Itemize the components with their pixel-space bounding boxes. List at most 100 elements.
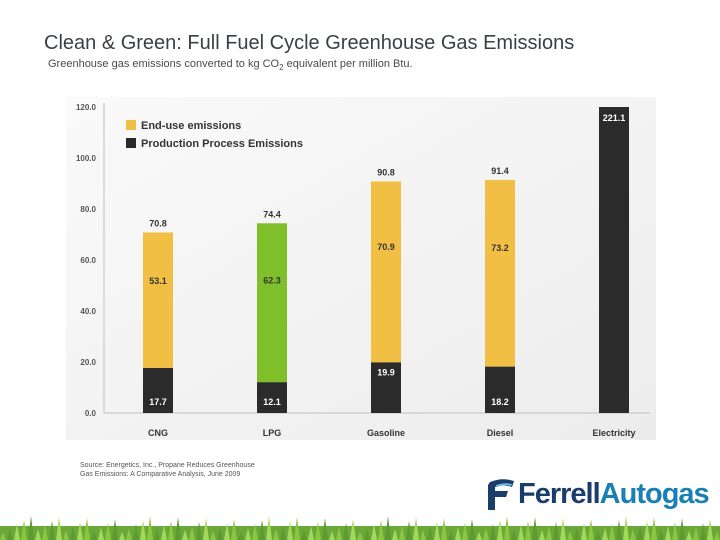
grass-blade — [357, 532, 363, 540]
total-label: 90.8 — [377, 167, 395, 177]
subtitle-tail: equivalent per million Btu. — [283, 58, 413, 70]
logo-mark-icon — [488, 479, 514, 510]
legend-label: End-use emissions — [141, 120, 241, 132]
grass-blade — [644, 521, 650, 540]
grass-blade — [707, 519, 713, 540]
legend-swatch — [126, 138, 136, 148]
grass-blade — [203, 518, 209, 540]
grass-blade — [637, 525, 643, 540]
grass-blade — [616, 520, 622, 540]
y-tick-label: 100.0 — [76, 154, 97, 163]
grass-blade — [133, 524, 139, 540]
grass-blade — [14, 524, 20, 540]
x-category-label: Gasoline — [367, 428, 405, 438]
grass-blade — [259, 520, 265, 540]
grass-blade — [504, 516, 510, 540]
grass-blade — [448, 531, 454, 540]
grass-blade — [217, 527, 223, 540]
page-title: Clean & Green: Full Fuel Cycle Greenhous… — [44, 32, 575, 54]
bar-end-use-gasoline — [371, 181, 401, 363]
x-category-label: CNG — [148, 428, 168, 438]
grass-blade — [686, 531, 692, 540]
y-tick-label: 80.0 — [80, 205, 96, 214]
grass-blade — [287, 521, 293, 540]
bar-end-use-diesel — [485, 179, 515, 367]
grass-blade — [84, 518, 90, 540]
grass-blade — [266, 516, 272, 540]
grass-blade — [77, 522, 83, 540]
grass-blade — [70, 526, 76, 540]
grass-blade — [371, 524, 377, 540]
production-label: 18.2 — [491, 397, 509, 407]
grass-blade — [119, 532, 125, 540]
grass-blade — [700, 523, 706, 540]
production-label: 12.1 — [263, 397, 281, 407]
grass-blade — [385, 516, 391, 540]
total-label: 221.1 — [603, 113, 626, 123]
grass-blade — [231, 519, 237, 540]
x-category-label: LPG — [263, 428, 282, 438]
grass-blade — [595, 532, 601, 540]
grass-blade — [273, 529, 279, 540]
grass-blade — [406, 521, 412, 540]
grass-blade — [252, 524, 258, 540]
grass-blade — [490, 524, 496, 540]
grass-blade — [525, 521, 531, 540]
grass-blade — [161, 525, 167, 540]
total-label: 70.8 — [149, 218, 167, 228]
grass-blade — [392, 529, 398, 540]
grass-blade — [294, 517, 300, 540]
grass-blade — [280, 525, 286, 540]
x-category-label: Diesel — [487, 428, 514, 438]
subtitle-subscript: 2 — [279, 63, 284, 73]
grass-blade — [364, 528, 370, 540]
subtitle-main: Greenhouse gas emissions converted to kg… — [48, 58, 280, 70]
grass-blade — [455, 527, 461, 540]
grass-blade — [210, 531, 216, 540]
grass-blade — [434, 522, 440, 540]
grass-blade — [147, 516, 153, 540]
grass-blade — [315, 522, 321, 540]
grass-blade — [581, 523, 587, 540]
grass-blade — [98, 527, 104, 540]
bar-production-diesel — [485, 366, 515, 413]
grass-blade — [189, 526, 195, 540]
grass-blade — [42, 525, 48, 540]
grass-blade — [329, 531, 335, 540]
grass-blade — [322, 518, 328, 540]
grass-blade — [679, 518, 685, 540]
bar-end-use-lpg — [257, 223, 287, 383]
grass-blade — [483, 528, 489, 540]
grass-blade — [693, 527, 699, 540]
grass-blade — [546, 526, 552, 540]
grass-blade — [588, 519, 594, 540]
grass-blade — [63, 530, 69, 540]
end-use-label: 53.1 — [149, 276, 167, 286]
grass-blade — [560, 518, 566, 540]
grass-blade — [154, 529, 160, 540]
grass-blade — [651, 517, 657, 540]
grass-blade — [427, 526, 433, 540]
end-use-label: 73.2 — [491, 243, 509, 253]
grass-blade — [21, 520, 27, 540]
grass-blade — [518, 525, 524, 540]
grass-blade — [336, 527, 342, 540]
grass-blade — [714, 532, 720, 540]
grass-blade — [378, 520, 384, 540]
grass-blade — [665, 526, 671, 540]
bar-production-gasoline — [371, 362, 401, 413]
grass-blade — [350, 519, 356, 540]
y-tick-label: 0.0 — [85, 409, 97, 418]
end-use-label: 70.9 — [377, 242, 395, 252]
grass-blade — [112, 519, 118, 540]
grass-blade — [224, 523, 230, 540]
grass-blade — [567, 531, 573, 540]
grass-blade — [539, 530, 545, 540]
grass-blade — [609, 524, 615, 540]
grass-blade — [238, 532, 244, 540]
grass-blade — [623, 516, 629, 540]
total-label: 74.4 — [263, 209, 281, 219]
grass-blade — [308, 526, 314, 540]
grass-blade — [301, 530, 307, 540]
